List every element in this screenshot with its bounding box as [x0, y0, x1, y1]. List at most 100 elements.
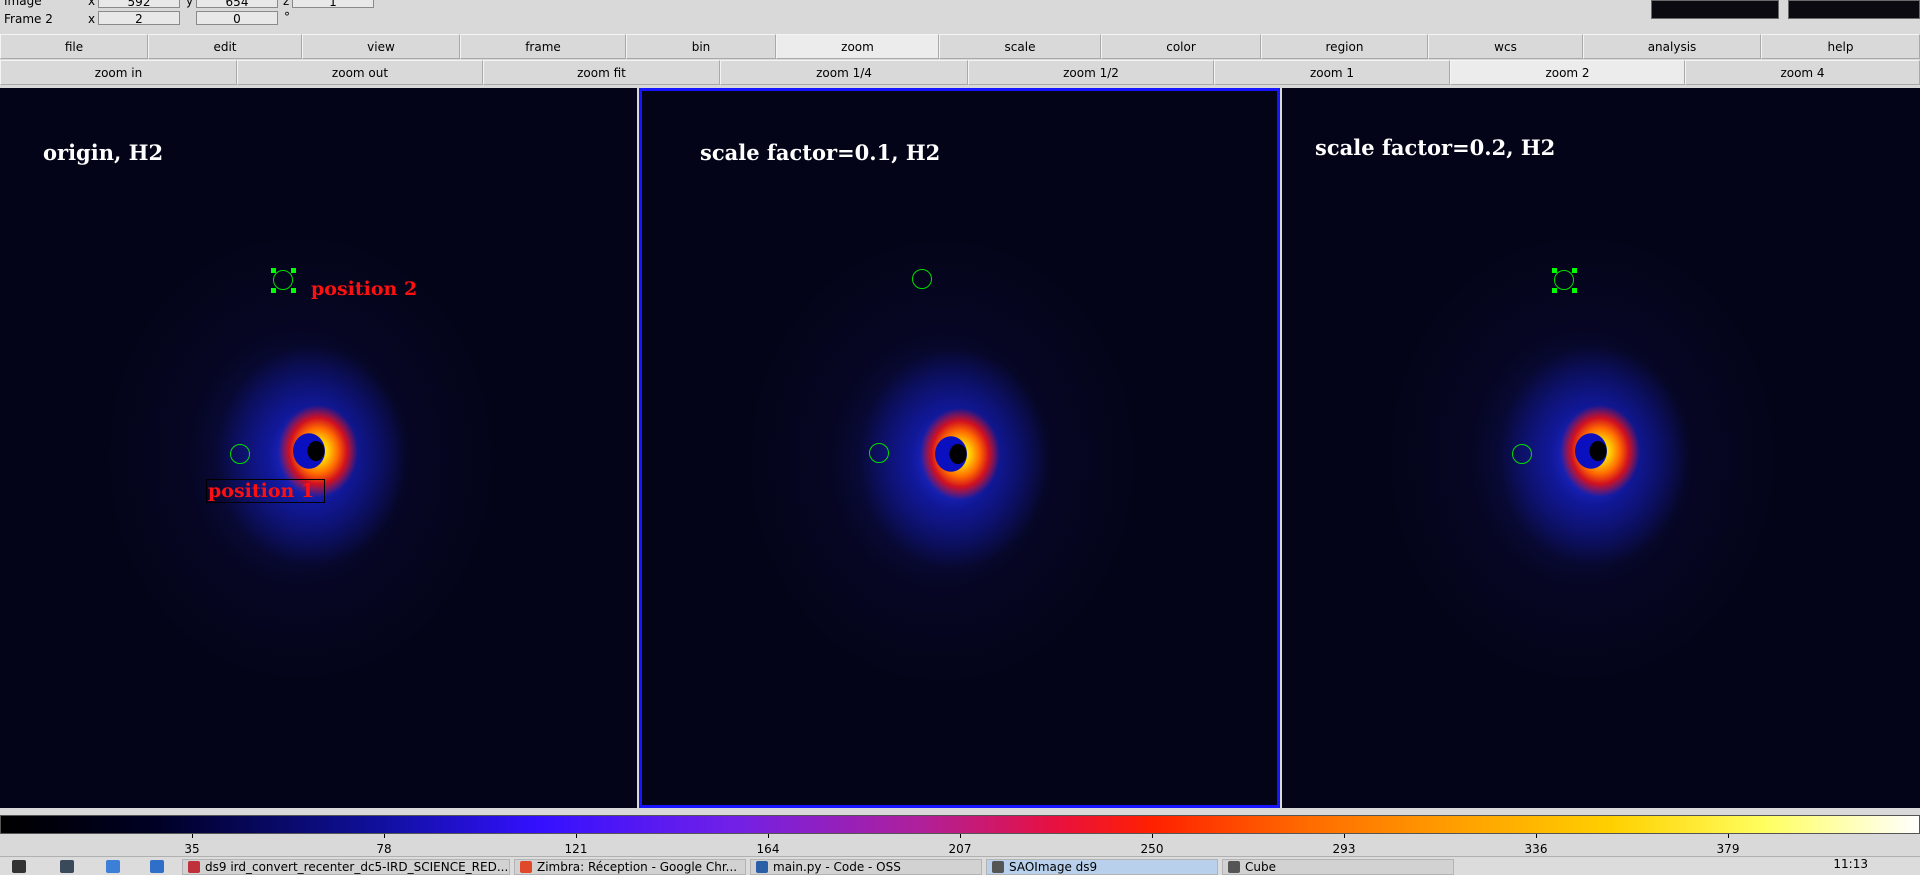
- zoom-4-button[interactable]: zoom 4: [1685, 60, 1920, 85]
- info-y-label: y: [186, 0, 194, 8]
- region-label-selection-box: [206, 479, 325, 503]
- task-cube[interactable]: Cube: [1222, 859, 1454, 875]
- terminal-icon: [188, 861, 200, 873]
- menu-bin-button[interactable]: bin: [626, 34, 776, 59]
- colorbar-tick: [1152, 834, 1153, 838]
- region-handle[interactable]: [1552, 288, 1557, 293]
- code-editor-icon: [756, 861, 768, 873]
- colorbar-tick-label: 121: [564, 842, 588, 856]
- menu-scale-button[interactable]: scale: [939, 34, 1101, 59]
- region-circle-position-1[interactable]: [1512, 444, 1532, 464]
- region-circle-position-1[interactable]: [869, 443, 889, 463]
- x-window-icon: [1228, 861, 1240, 873]
- region-circle-position-1[interactable]: [230, 444, 250, 464]
- zoom-fit-button[interactable]: zoom fit: [483, 60, 720, 85]
- region-label-position-2[interactable]: position 2: [311, 278, 418, 300]
- colorbar-ticks: 35 78 121 164 207 250 293 336 379: [0, 834, 1920, 856]
- zoom-button-bar: zoom in zoom out zoom fit zoom 1/4 zoom …: [0, 60, 1920, 85]
- colorbar-tick: [384, 834, 385, 838]
- chrome-icon: [520, 861, 532, 873]
- menu-frame-button[interactable]: frame: [460, 34, 626, 59]
- zoom-in-button[interactable]: zoom in: [0, 60, 237, 85]
- menu-help-button[interactable]: help: [1761, 34, 1920, 59]
- image-y-field[interactable]: 654: [196, 0, 278, 9]
- info-image-label: Image: [4, 0, 42, 8]
- image-frame-3[interactable]: scale factor=0.2, H2: [1282, 88, 1920, 808]
- info-angle-unit: °: [284, 10, 290, 24]
- zoom-2-button[interactable]: zoom 2: [1450, 60, 1685, 85]
- colorbar-tick-label: 379: [1716, 842, 1740, 856]
- colorbar-tick-label: 35: [184, 842, 200, 856]
- region-handle[interactable]: [1552, 268, 1557, 273]
- app-launcher-icon[interactable]: [106, 860, 120, 873]
- task-ds9-label: SAOImage ds9: [1009, 860, 1098, 874]
- menu-wcs-button[interactable]: wcs: [1428, 34, 1583, 59]
- image-frame-1[interactable]: origin, H2 position 2 position 1: [0, 88, 637, 808]
- menu-analysis-button[interactable]: analysis: [1583, 34, 1761, 59]
- colorbar-tick: [1536, 834, 1537, 838]
- menu-zoom-button[interactable]: zoom: [776, 34, 939, 59]
- zoom-half-button[interactable]: zoom 1/2: [968, 60, 1214, 85]
- colorbar-tick: [192, 834, 193, 838]
- calculator-icon[interactable]: [60, 860, 74, 873]
- app-menu-icon[interactable]: [12, 860, 26, 873]
- x-window-icon: [992, 861, 1004, 873]
- zoom-1-button[interactable]: zoom 1: [1214, 60, 1450, 85]
- panner-panel[interactable]: [1788, 0, 1920, 19]
- region-handle[interactable]: [1572, 268, 1577, 273]
- taskbar: ds9 ird_convert_recenter_dc5-IRD_SCIENCE…: [0, 856, 1920, 875]
- menu-edit-button[interactable]: edit: [148, 34, 302, 59]
- frame-1-label: origin, H2: [43, 140, 164, 165]
- colorbar-tick-label: 78: [376, 842, 392, 856]
- frame-angle-field[interactable]: 0: [196, 11, 278, 26]
- region-handle[interactable]: [291, 288, 296, 293]
- task-terminal-label: ds9 ird_convert_recenter_dc5-IRD_SCIENCE…: [205, 860, 509, 874]
- menu-view-button[interactable]: view: [302, 34, 460, 59]
- region-circle-position-2[interactable]: [1554, 270, 1574, 290]
- region-handle[interactable]: [271, 268, 276, 273]
- menu-button-bar: file edit view frame bin zoom scale colo…: [0, 34, 1920, 59]
- task-code-label: main.py - Code - OSS: [773, 860, 901, 874]
- frame-x-field[interactable]: 2: [98, 11, 180, 26]
- info-x-label: x: [88, 0, 96, 8]
- menu-file-button[interactable]: file: [0, 34, 148, 59]
- frame-2-label: scale factor=0.1, H2: [700, 140, 941, 165]
- colorbar-tick: [1344, 834, 1345, 838]
- task-chrome[interactable]: Zimbra: Réception - Google Chr...: [514, 859, 746, 875]
- colorbar-tick-label: 250: [1140, 842, 1164, 856]
- zoom-quarter-button[interactable]: zoom 1/4: [720, 60, 968, 85]
- folder-icon[interactable]: [150, 860, 164, 873]
- menu-color-button[interactable]: color: [1101, 34, 1261, 59]
- task-code[interactable]: main.py - Code - OSS: [750, 859, 982, 875]
- region-handle[interactable]: [271, 288, 276, 293]
- clock[interactable]: 11:13: [1833, 857, 1868, 871]
- region-handle[interactable]: [1572, 288, 1577, 293]
- colorbar-tick: [1728, 834, 1729, 838]
- colorbar-tick: [960, 834, 961, 838]
- menu-region-button[interactable]: region: [1261, 34, 1428, 59]
- image-x-field[interactable]: 592: [98, 0, 180, 9]
- colorbar-tick-label: 336: [1524, 842, 1548, 856]
- image-z-field[interactable]: 1: [292, 0, 374, 9]
- image-canvas: origin, H2 position 2 position 1 scale f…: [0, 86, 1920, 812]
- region-circle-position-2[interactable]: [912, 269, 932, 289]
- frame-3-label: scale factor=0.2, H2: [1315, 135, 1556, 160]
- colorbar-tick-label: 164: [756, 842, 780, 856]
- task-cube-label: Cube: [1245, 860, 1276, 874]
- info-z-label: z: [283, 0, 290, 8]
- info-panel: Image x 592 y 654 z 1 Frame 2 x 2 0 °: [0, 0, 1920, 30]
- colorbar-tick: [768, 834, 769, 838]
- region-handle[interactable]: [291, 268, 296, 273]
- image-frame-2-current[interactable]: scale factor=0.1, H2: [639, 88, 1280, 808]
- info-frame-x-label: x: [88, 12, 96, 26]
- task-terminal[interactable]: ds9 ird_convert_recenter_dc5-IRD_SCIENCE…: [182, 859, 510, 875]
- task-ds9[interactable]: SAOImage ds9: [986, 859, 1218, 875]
- region-label-position-1[interactable]: position 1: [208, 480, 315, 502]
- info-frame-label: Frame 2: [4, 12, 53, 26]
- zoom-out-button[interactable]: zoom out: [237, 60, 483, 85]
- task-chrome-label: Zimbra: Réception - Google Chr...: [537, 860, 738, 874]
- region-circle-position-2[interactable]: [273, 270, 293, 290]
- colorbar-tick-label: 207: [948, 842, 972, 856]
- magnifier-panel: [1651, 0, 1779, 19]
- colorbar[interactable]: [0, 815, 1920, 834]
